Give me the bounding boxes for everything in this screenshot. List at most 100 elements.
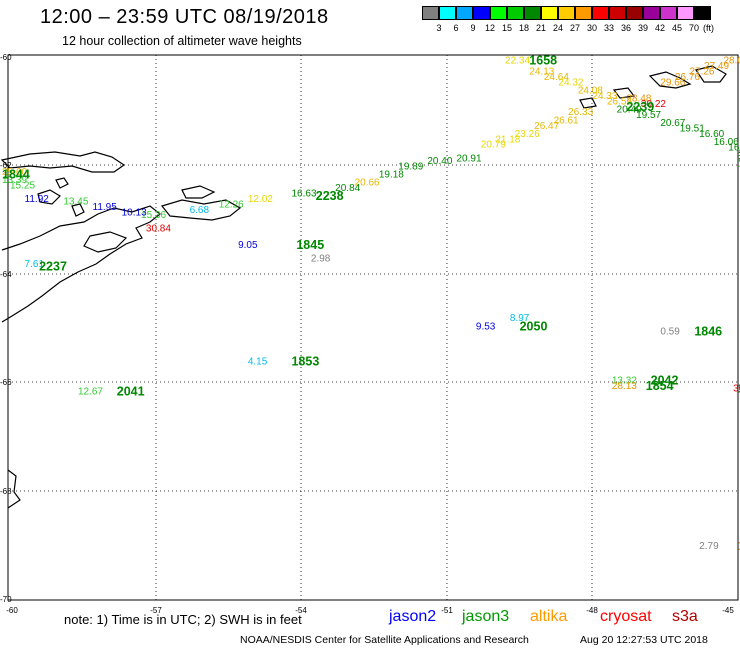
lon-tick-label: -54 [295,606,307,615]
legend-swatch [524,6,541,20]
swh-value: 27.26 [689,67,714,78]
legend-label: 39 [637,23,648,33]
swh-value: 20.91 [457,153,482,164]
swh-value: 16.06 [714,137,739,148]
lon-tick-label: -51 [441,606,453,615]
coast-orkney-4 [579,97,597,109]
legend-swatch [677,6,694,20]
pass-time: 2041 [117,384,145,398]
coast-orkney-3 [612,87,636,99]
satellite-s3a: s3a [672,608,698,625]
footnote: note: 1) Time is in UTC; 2) SWH is in fe… [64,612,302,627]
swh-value: 13.39 [2,175,27,186]
pass-time: 1845 [296,238,324,252]
timestamp: Aug 20 12:27:53 UTC 2018 [580,634,708,646]
swh-value: 28.01 [723,56,740,67]
pass-time: 2042 [651,373,679,387]
legend-swatch [558,6,575,20]
swh-value: 13.32 [612,375,637,386]
pass-time: 19 [738,539,740,553]
swh-value: 28.48 [626,94,651,105]
satellite-jason3: jason3 [462,608,510,625]
swh-value: 26.61 [554,115,579,126]
page-title: 12:00 – 23:59 UTC 08/19/2018 [40,6,329,28]
coast-inner [83,231,128,253]
swh-value: 9.05 [238,240,258,251]
swh-value: 24.08 [578,86,603,97]
swh-value: 9.53 [476,321,496,332]
legend-label: 70 [688,23,699,33]
satellite-altika: altika [530,608,568,625]
swh-value: 8.97 [510,313,530,324]
legend-label: 42 [654,23,665,33]
swh-value: 20.40 [427,156,452,167]
swh-value: 19.57 [636,110,661,121]
coast-joinville [160,199,242,221]
legend-label: 3 [436,23,442,33]
lat-tick-label: -70 [0,595,12,604]
legend-swatch [626,6,643,20]
credit-line: NOAA/NESDIS Center for Satellite Applica… [240,634,529,646]
swh-value: 22.34 [505,56,530,67]
swh-value: 2.79 [699,541,719,552]
swh-value: 16.63 [291,189,316,200]
satellite-jason2: jason2 [389,608,437,625]
coast-orkney-1 [648,71,692,89]
legend-swatch [541,6,558,20]
coast-island-b [71,203,85,217]
swh-value: 30.22 [641,99,666,110]
page-subtitle: 12 hour collection of altimeter wave hei… [62,34,302,48]
legend-swatch [507,6,524,20]
swh-value: 19.51 [680,123,705,134]
pass-time: 1658 [529,54,557,68]
legend-label: 18 [518,23,529,33]
legend-swatch [609,6,626,20]
pass-time: 1853 [291,355,319,369]
swh-value: 12.26 [219,199,244,210]
coast-peninsula [1,205,161,323]
coast-dundee [181,185,216,199]
pass-time: 1854 [646,379,674,393]
swh-value: 30.80 [733,384,740,395]
lon-tick-label: -45 [722,606,734,615]
map-frame [7,54,739,601]
swh-value: 29.66 [660,77,685,88]
lat-tick-label: -64 [0,270,12,279]
legend-swatch [694,6,711,20]
lon-tick-label: -57 [150,606,162,615]
lat-tick-label: -62 [0,161,12,170]
legend-swatch [490,6,507,20]
legend-label: 9 [470,23,476,33]
swh-value: 24.33 [592,91,617,102]
swh-value: 12.02 [248,194,273,205]
swh-value: 15.36 [141,210,166,221]
swh-value: 26.47 [534,121,559,132]
coast-south-shetland [0,151,126,173]
swh-value: 17.23 [738,148,740,159]
pass-time: 2239 [626,100,654,114]
legend-label: 33 [603,23,614,33]
legend-swatch [456,6,473,20]
swh-value: 6.68 [190,205,210,216]
swh-value: 26.53 [607,96,632,107]
swh-value: 4.15 [248,357,268,368]
pass-time: 1846 [694,325,722,339]
swh-value: 20.84 [335,183,360,194]
graticule: -60 -57 -54 -51 -48 -45 -60 -62 -64 -66 -68 -70 [0,53,738,615]
legend-swatch [592,6,609,20]
pass-time: 2050 [520,319,548,333]
legend-label: 21 [535,23,546,33]
lon-tick-label: -48 [586,606,598,615]
swh-value: 12.67 [78,386,103,397]
swh-value: 7.61 [25,259,45,270]
swh-value: 11.92 [25,194,50,205]
lat-tick-label: -66 [0,378,12,387]
coastline [0,65,727,509]
swh-value: 16.66 [728,142,740,153]
swh-value: 20.66 [355,178,380,189]
legend-label: 6 [453,23,459,33]
swh-value: 23.26 [515,129,540,140]
swh-value: 16.60 [699,129,724,140]
swh-value: 24.32 [558,77,583,88]
